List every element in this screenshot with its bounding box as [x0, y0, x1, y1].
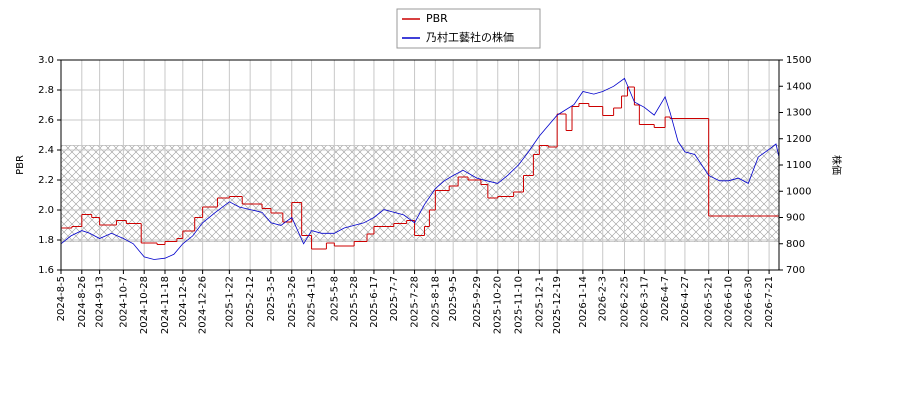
y2-tick-label: 1500: [786, 55, 811, 66]
y-tick-label: 2.2: [38, 175, 54, 186]
plot-frame: [60, 59, 780, 271]
x-tick-label: 2024-12-26: [198, 276, 209, 334]
x-tick-label: 2024-10-28: [139, 276, 150, 334]
x-tick-label: 2025-12-19: [552, 276, 563, 334]
x-tick-label: 2024-10-7: [118, 276, 129, 328]
x-tick-label: 2026-5-21: [704, 276, 715, 328]
x-tick-label: 2025-4-15: [307, 276, 318, 328]
y-tick-label: 2.0: [38, 205, 54, 216]
y2-tick-label: 700: [786, 265, 805, 276]
x-tick-label: 2024-8-5: [56, 276, 67, 321]
x-tick-label: 2025-2-12: [245, 276, 256, 328]
y-tick-label: 1.6: [38, 265, 54, 276]
x-tick-label: 2025-6-17: [369, 276, 380, 328]
y2-tick-label: 800: [786, 239, 805, 250]
x-tick-label: 2026-6-10: [723, 276, 734, 328]
x-tick-label: 2025-11-10: [514, 276, 525, 334]
y2-tick-label: 900: [786, 213, 805, 224]
x-tick-label: 2025-9-29: [472, 276, 483, 328]
y2-tick-label: 1100: [786, 160, 811, 171]
x-tick-label: 2025-9-5: [448, 276, 459, 321]
x-tick-label: 2025-8-18: [430, 276, 441, 328]
hatch-band: [60, 145, 780, 242]
y-tick-label: 2.6: [38, 115, 54, 126]
y2-tick-label: 1000: [786, 186, 811, 197]
legend-label: 乃村工藝社の株価: [426, 30, 514, 44]
y-axis-label: PBR: [15, 155, 26, 175]
y2-tick-label: 1300: [786, 108, 811, 119]
x-tick-label: 2026-6-30: [743, 276, 754, 328]
x-tick-label: 2026-2-3: [598, 276, 609, 321]
x-tick-label: 2026-2-25: [620, 276, 631, 328]
x-tick-label: 2026-1-14: [578, 276, 589, 328]
x-tick-label: 2025-1-22: [224, 276, 235, 328]
price-line: [60, 77, 780, 260]
x-tick-label: 2024-9-13: [95, 276, 106, 328]
x-tick-label: 2026-4-27: [680, 276, 691, 328]
y-tick-label: 2.8: [38, 85, 54, 96]
y2-axis-label: 株価: [830, 155, 843, 175]
x-tick-label: 2026-7-21: [764, 276, 775, 328]
x-tick-label: 2025-7-28: [410, 276, 421, 328]
y2-tick-label: 1200: [786, 134, 811, 145]
x-tick-label: 2024-11-18: [160, 276, 171, 334]
y-tick-label: 1.8: [38, 235, 54, 246]
y2-tick-label: 1400: [786, 81, 811, 92]
legend: PBR 乃村工藝社の株価: [396, 8, 541, 49]
x-tick-label: 2025-3-5: [266, 276, 277, 321]
x-tick-label: 2026-3-17: [639, 276, 650, 328]
y-tick-label: 2.4: [38, 145, 54, 156]
x-tick-label: 2025-3-26: [287, 276, 298, 328]
legend-box: [396, 8, 541, 49]
x-tick-label: 2024-8-26: [77, 276, 88, 328]
x-tick-label: 2024-12-6: [178, 276, 189, 328]
x-tick-label: 2025-5-28: [349, 276, 360, 328]
x-tick-label: 2025-12-1: [534, 276, 545, 328]
x-tick-label: 2025-7-7: [389, 276, 400, 321]
legend-label: PBR: [426, 12, 448, 25]
x-tick-label: 2026-4-7: [660, 276, 671, 321]
x-tick-label: 2025-10-20: [493, 276, 504, 334]
x-tick-label: 2025-5-8: [329, 276, 340, 321]
y-tick-label: 3.0: [38, 55, 54, 66]
